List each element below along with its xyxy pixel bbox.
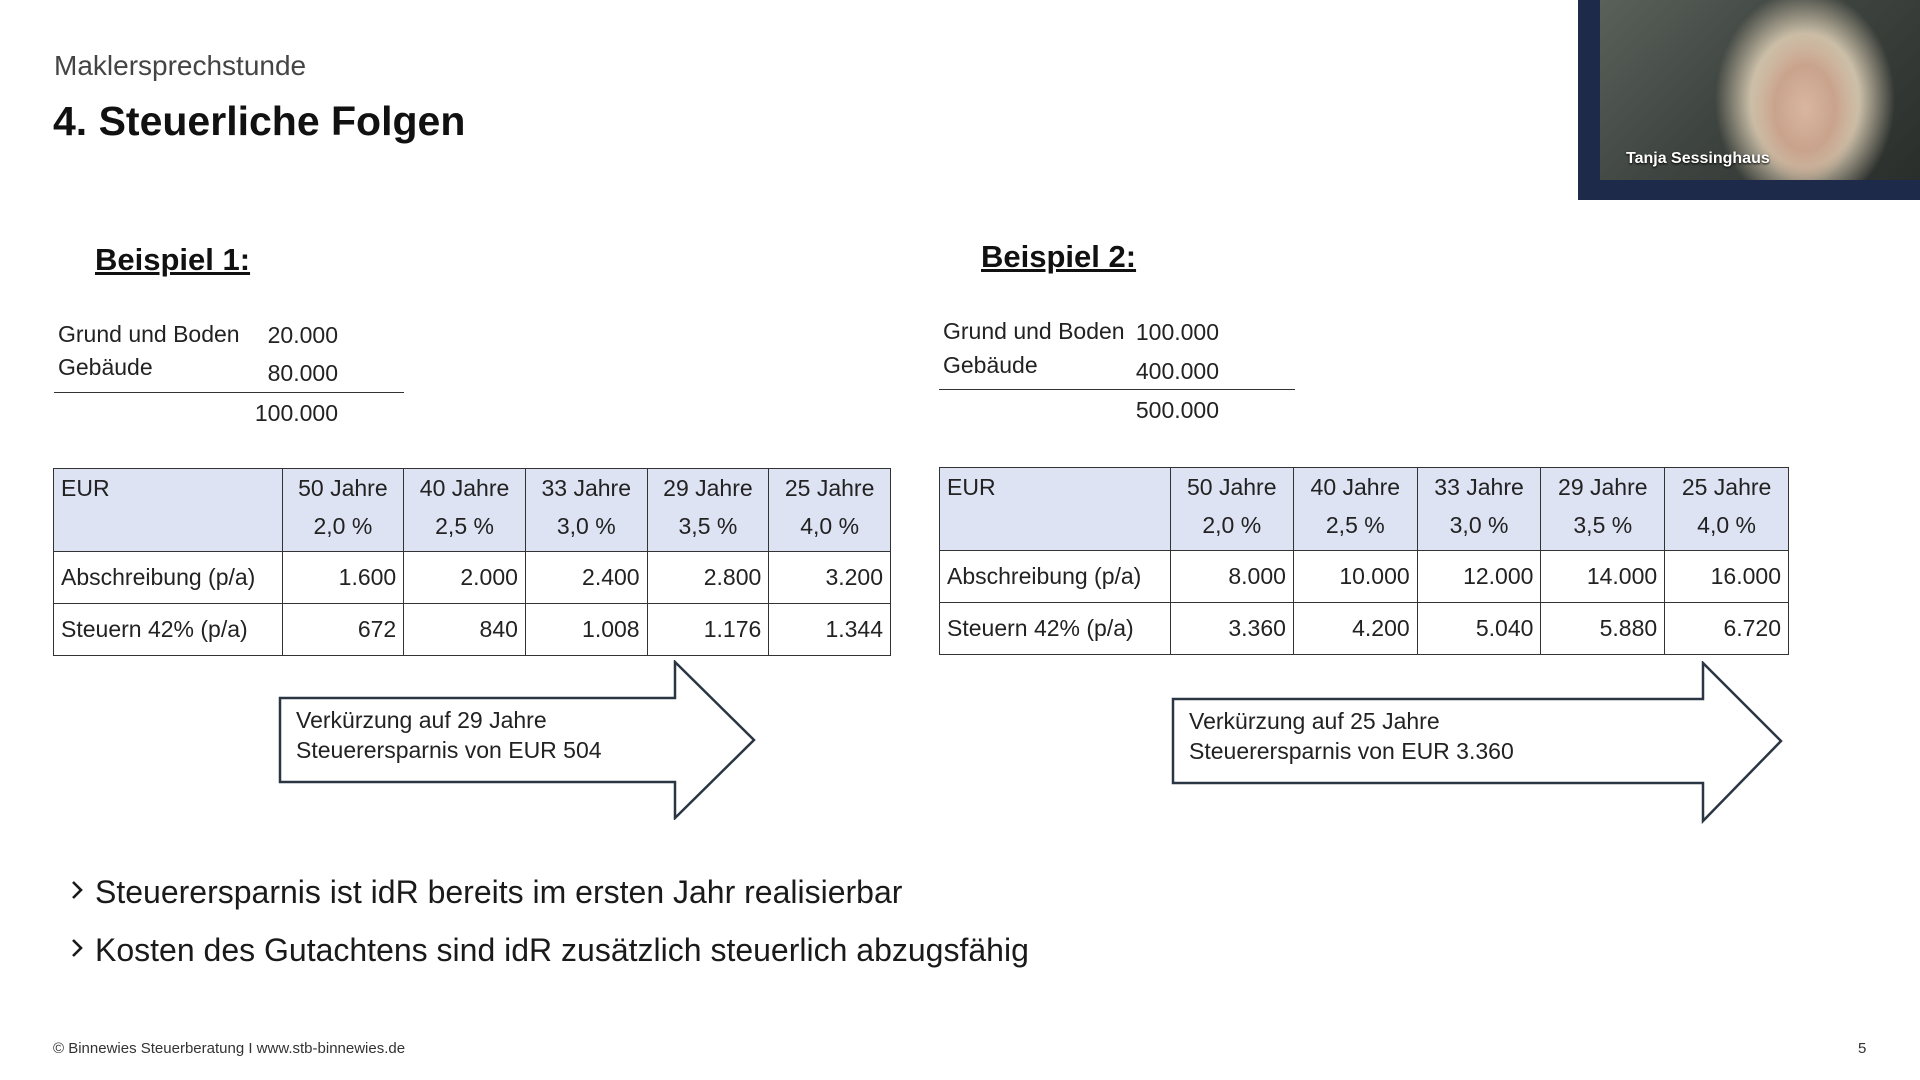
bullet-text: Steuerersparnis ist idR bereits im erste… — [95, 874, 903, 910]
example2-land-value: 100.000 — [1135, 319, 1219, 345]
chevron-right-icon — [72, 881, 83, 899]
table-column-header: 33 Jahre 3,0 % — [1416, 467, 1542, 551]
table-column-header: 40 Jahre 2,5 % — [1292, 467, 1418, 551]
table-cell: 8.000 — [1169, 550, 1294, 603]
example1-building-value: 80.000 — [267, 360, 338, 386]
table-cell: 1.344 — [768, 603, 891, 656]
table-cell: 5.880 — [1540, 602, 1666, 655]
example1-arrow-callout: Verkürzung auf 29 Jahre Steuerersparnis … — [278, 660, 758, 820]
table-cell: 6.720 — [1664, 602, 1789, 655]
table-header-row: EUR 50 Jahre 2,0 % 40 Jahre 2,5 % 33 Jahre… — [939, 467, 1789, 551]
example2-building-label: Gebäude — [943, 352, 1038, 378]
arrow-right-shape — [278, 660, 756, 820]
table-column-header: 25 Jahre 4,0 % — [768, 468, 891, 552]
table-cell: 5.040 — [1416, 602, 1542, 655]
webcam-video: Tanja Sessinghaus — [1600, 0, 1920, 180]
example1-arrow-line2: Steuerersparnis von EUR 504 — [296, 737, 602, 763]
arrow-right-shape — [1171, 661, 1783, 824]
table-cell: 2.400 — [524, 551, 648, 604]
example2-rates-table: EUR 50 Jahre 2,0 % 40 Jahre 2,5 % 33 Jahre… — [939, 467, 1789, 655]
example2-arrow-callout: Verkürzung auf 25 Jahre Steuerersparnis … — [1171, 661, 1785, 824]
page-number: 5 — [1858, 1040, 1867, 1057]
table-column-header: 50 Jahre 2,0 % — [1169, 467, 1294, 551]
example1-total: 100.000 — [254, 400, 338, 426]
table-row-label: Steuern 42% (p/a) — [53, 603, 283, 656]
example2-sum-rule — [939, 389, 1295, 390]
bullet-text: Kosten des Gutachtens sind idR zusätzlic… — [95, 932, 1029, 968]
example1-building-label: Gebäude — [58, 354, 153, 380]
slide-title: 4. Steuerliche Folgen — [53, 98, 466, 144]
table-column-header: 50 Jahre 2,0 % — [281, 468, 405, 552]
example2-arrow-line2: Steuerersparnis von EUR 3.360 — [1189, 738, 1514, 764]
table-cell: 12.000 — [1416, 550, 1542, 603]
example2-calculation: Grund und Boden 100.000 Gebäude 400.000 … — [939, 316, 1295, 426]
example1-heading: Beispiel 1: — [95, 242, 251, 277]
example2-total: 500.000 — [1135, 397, 1219, 423]
table-cell: 1.600 — [281, 551, 405, 604]
table-row: Abschreibung (p/a) 8.000 10.000 12.000 1… — [939, 550, 1789, 603]
table-row-label: Abschreibung (p/a) — [53, 551, 283, 604]
table-column-header: 33 Jahre 3,0 % — [524, 468, 648, 552]
table-row-label: Steuern 42% (p/a) — [939, 602, 1171, 655]
example1-land-label: Grund und Boden — [58, 321, 240, 347]
table-cell: 2.800 — [646, 551, 770, 604]
table-cell: 840 — [403, 603, 526, 656]
table-column-header: 40 Jahre 2,5 % — [403, 468, 526, 552]
example1-land-value: 20.000 — [267, 322, 338, 348]
example2-building-value: 400.000 — [1135, 358, 1219, 384]
table-cell: 1.176 — [646, 603, 770, 656]
table-corner-label: EUR — [939, 467, 1171, 551]
chevron-right-icon — [72, 939, 83, 957]
example2-heading: Beispiel 2: — [981, 239, 1137, 274]
table-column-header: 29 Jahre 3,5 % — [646, 468, 770, 552]
table-header-row: EUR 50 Jahre 2,0 % 40 Jahre 2,5 % 33 Jahre… — [53, 468, 891, 552]
table-cell: 16.000 — [1664, 550, 1789, 603]
table-column-header: 25 Jahre 4,0 % — [1664, 467, 1789, 551]
table-cell: 3.200 — [768, 551, 891, 604]
example2-land-label: Grund und Boden — [943, 318, 1125, 344]
table-cell: 1.008 — [524, 603, 648, 656]
table-cell: 14.000 — [1540, 550, 1666, 603]
example1-sum-rule — [54, 392, 404, 393]
example2-arrow-line1: Verkürzung auf 25 Jahre — [1189, 708, 1440, 734]
example1-calculation: Grund und Boden 20.000 Gebäude 80.000 10… — [54, 318, 404, 428]
example1-arrow-line1: Verkürzung auf 29 Jahre — [296, 707, 547, 733]
participant-name: Tanja Sessinghaus — [1626, 150, 1770, 167]
table-row-label: Abschreibung (p/a) — [939, 550, 1171, 603]
table-cell: 4.200 — [1292, 602, 1418, 655]
table-cell: 3.360 — [1169, 602, 1294, 655]
table-cell: 10.000 — [1292, 550, 1418, 603]
slide-subtitle: Maklersprechstunde — [54, 50, 307, 81]
table-row: Steuern 42% (p/a) 3.360 4.200 5.040 5.88… — [939, 602, 1789, 655]
table-cell: 672 — [281, 603, 405, 656]
table-row: Steuern 42% (p/a) 672 840 1.008 1.176 1.… — [53, 603, 891, 656]
table-row: Abschreibung (p/a) 1.600 2.000 2.400 2.8… — [53, 551, 891, 604]
table-corner-label: EUR — [53, 468, 283, 552]
webcam-tile[interactable]: Tanja Sessinghaus — [1578, 0, 1920, 200]
example1-rates-table: EUR 50 Jahre 2,0 % 40 Jahre 2,5 % 33 Jahre… — [53, 468, 891, 656]
table-cell: 2.000 — [403, 551, 526, 604]
footer-copyright: © Binnewies Steuerberatung I www.stb-bin… — [53, 1040, 406, 1057]
table-column-header: 29 Jahre 3,5 % — [1540, 467, 1666, 551]
